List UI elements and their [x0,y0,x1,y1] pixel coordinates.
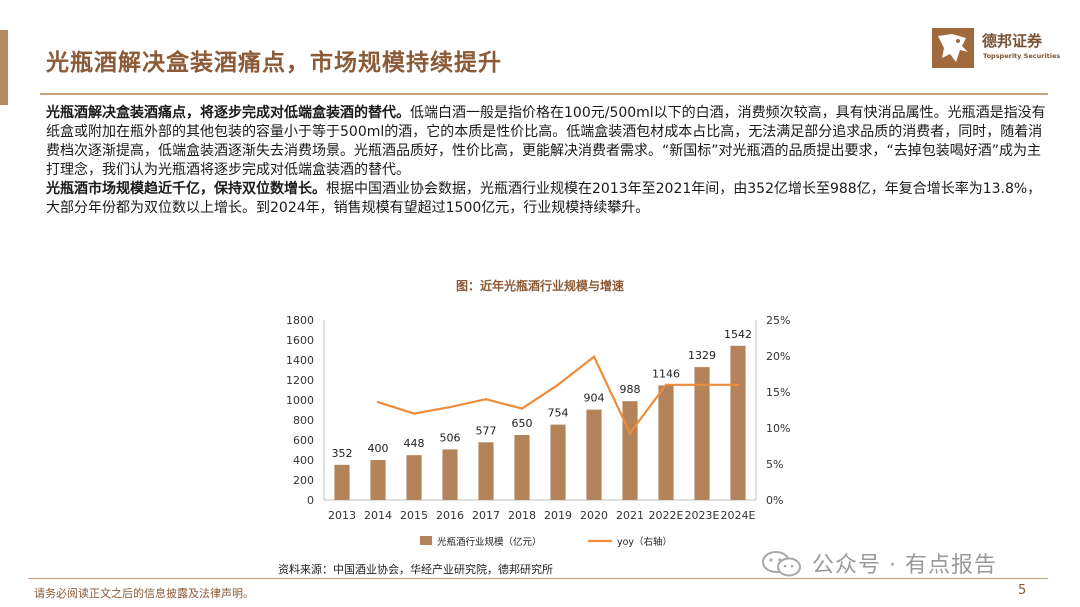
left-tick-label: 1400 [286,354,314,367]
bar [478,442,494,500]
left-tick-label: 600 [293,434,314,447]
page-number: 5 [1018,583,1027,598]
x-tick-label: 2016 [436,509,464,522]
title-divider [40,93,1048,95]
bar [694,367,710,500]
yoy-point [412,412,416,415]
bar-data-label: 400 [368,442,389,455]
yoy-point [520,407,524,410]
bar [334,464,350,500]
left-tick-label: 1600 [286,334,314,347]
bar [514,435,530,500]
page-title: 光瓶酒解决盒装酒痛点，市场规模持续提升 [46,50,502,76]
x-tick-label: 2013 [328,509,356,522]
yoy-point [628,431,632,435]
watermark-text: 公众号 · 有点报告 [812,553,997,578]
bar-data-label: 1146 [652,367,680,380]
left-tick-label: 1200 [286,374,314,387]
bar [586,409,602,500]
right-tick-label: 10% [766,422,790,435]
yoy-line [377,354,738,436]
chart-title: 图：近年光瓶酒行业规模与增速 [455,279,624,293]
left-tick-label: 1800 [286,314,314,327]
yoy-point [376,400,380,404]
logo-mark-icon [932,28,974,68]
left-tick-label: 1000 [286,394,314,407]
legend-label-bar: 光瓶酒行业规模（亿元） [437,536,542,548]
left-tick-label: 400 [293,454,314,467]
paragraph-1-lead: 光瓶酒解决盒装酒痛点，将逐步完成对低端盒装酒的替代。 [46,105,410,121]
paragraph-2: 光瓶酒市场规模趋近千亿，保持双位数增长。根据中国酒业协会数据，光瓶酒行业规模在2… [46,180,1046,218]
x-tick-label: 2021 [616,509,644,522]
x-tick-label: 2023E [685,509,720,522]
paragraph-1-text: 低端白酒一般是指价格在100元/500ml以下的白酒，消费频次较高，具有快消品属… [46,105,1046,178]
right-tick-label: 15% [766,386,790,399]
legend-label-line: yoy（右轴） [617,536,672,548]
left-tick-label: 200 [293,474,314,487]
paragraph-1: 光瓶酒解决盒装酒痛点，将逐步完成对低端盒装酒的替代。低端白酒一般是指价格在100… [46,104,1046,180]
bar [658,385,674,500]
yoy-point [448,405,452,409]
title-accent-bar [0,30,8,105]
bar-data-label: 577 [476,424,497,437]
x-tick-label: 2018 [508,509,536,522]
bar [550,424,566,500]
x-tick-label: 2020 [580,509,608,522]
x-tick-label: 2024E [721,509,756,522]
yoy-point [592,355,596,358]
bar-data-label: 754 [548,407,569,420]
bar-data-label: 448 [404,437,425,450]
bar-data-label: 506 [440,431,461,444]
right-tick-label: 25% [766,314,790,327]
x-tick-label: 2015 [400,509,428,522]
paragraph-2-text: 根据中国酒业协会数据，光瓶酒行业规模在2013年至2021年间，由352亿增长至… [46,181,1042,216]
bar-data-label: 352 [332,447,353,460]
bar-data-label: 904 [584,392,605,405]
x-tick-label: 2022E [649,509,684,522]
yoy-point [700,383,704,386]
yoy-point [484,398,488,401]
bar-data-label: 650 [512,417,533,430]
bar [622,401,638,500]
x-tick-label: 2014 [364,509,392,522]
bar [730,345,746,500]
disclaimer: 请务必阅读正文之后的信息披露及法律声明。 [34,587,254,600]
yoy-point [664,383,668,386]
bar [370,460,386,500]
yoy-point [736,383,740,386]
left-tick-label: 0 [307,494,314,507]
x-tick-label: 2017 [472,509,500,522]
bar-data-label: 1329 [688,349,716,362]
paragraph-2-lead: 光瓶酒市场规模趋近千亿，保持双位数增长。 [46,181,326,197]
x-tick-label: 2019 [544,509,572,522]
yoy-point [556,383,560,386]
right-tick-label: 0% [766,494,783,507]
source-note: 资料来源：中国酒业协会，华经产业研究院，德邦研究所 [278,563,553,576]
right-tick-label: 20% [766,350,790,363]
right-tick-label: 5% [766,458,783,471]
company-logo: 德邦证券 Topsperity Securities [932,26,1060,72]
left-tick-label: 800 [293,414,314,427]
bar-data-label: 988 [620,383,641,396]
footer-divider [28,578,1048,579]
logo-english-name: Topsperity Securities [983,52,1061,60]
bar-data-label: 1542 [724,328,752,341]
bar [442,449,458,500]
logo-chinese-name: 德邦证券 [982,32,1043,50]
bar [406,455,422,500]
wechat-icon [762,551,801,577]
body-text: 光瓶酒解决盒装酒痛点，将逐步完成对低端盒装酒的替代。低端白酒一般是指价格在100… [46,104,1046,218]
legend-swatch-bar [420,536,432,545]
